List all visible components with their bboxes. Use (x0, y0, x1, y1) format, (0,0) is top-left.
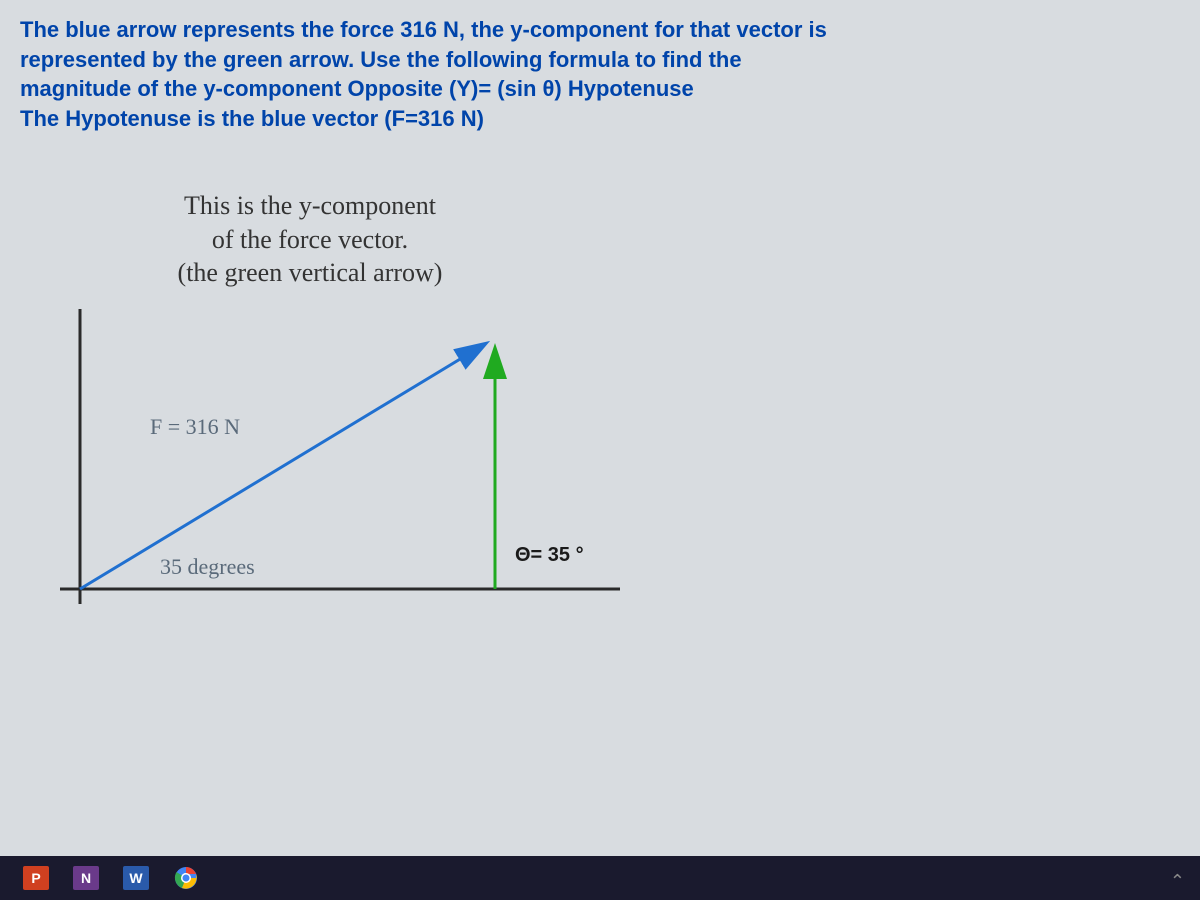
diagram-svg (50, 189, 700, 689)
force-magnitude-label: F = 316 N (150, 414, 240, 440)
angle-degrees-label: 35 degrees (160, 554, 255, 580)
powerpoint-icon-badge: P (23, 866, 49, 890)
question-line-4: The Hypotenuse is the blue vector (F=316… (20, 104, 1180, 134)
content-area: The blue arrow represents the force 316 … (0, 0, 1200, 704)
chrome-icon-svg (174, 866, 198, 890)
system-tray-caret-icon[interactable]: ⌃ (1170, 871, 1185, 892)
taskbar: P N W (0, 856, 1200, 900)
theta-label: Θ= 35 ° (515, 544, 584, 567)
vector-diagram: This is the y-component of the force vec… (50, 189, 700, 689)
question-line-2: represented by the green arrow. Use the … (20, 45, 1180, 75)
onenote-icon-badge: N (73, 866, 99, 890)
powerpoint-icon[interactable]: P (20, 864, 52, 892)
onenote-icon[interactable]: N (70, 864, 102, 892)
word-icon[interactable]: W (120, 864, 152, 892)
question-line-1: The blue arrow represents the force 316 … (20, 15, 1180, 45)
chrome-icon[interactable] (170, 864, 202, 892)
question-text: The blue arrow represents the force 316 … (20, 15, 1180, 134)
force-vector-blue (80, 344, 485, 589)
word-icon-badge: W (123, 866, 149, 890)
question-line-3: magnitude of the y-component Opposite (Y… (20, 74, 1180, 104)
